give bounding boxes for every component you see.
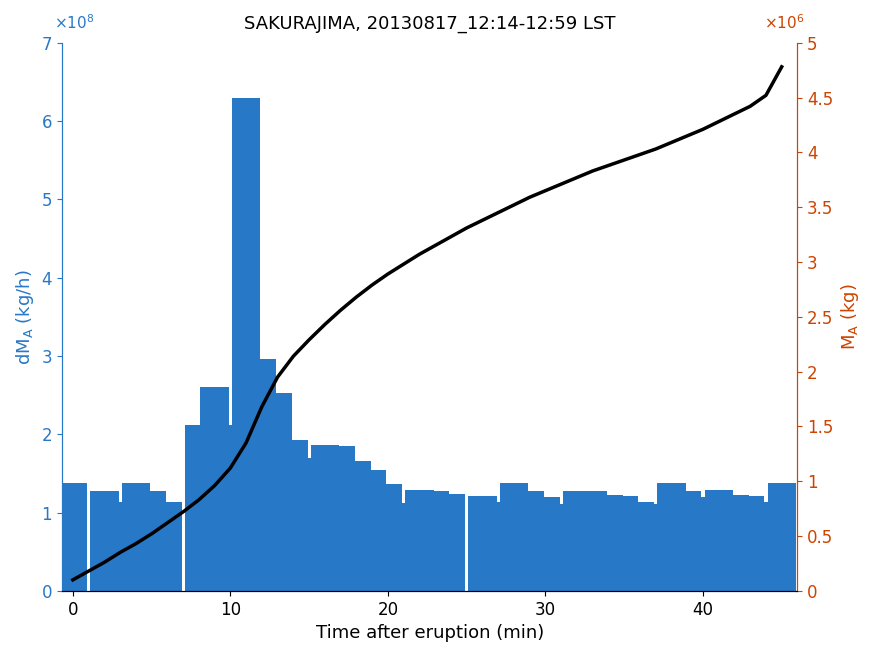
Bar <box>704 490 733 591</box>
Bar <box>736 496 765 591</box>
Bar <box>594 495 623 591</box>
Bar <box>374 483 402 591</box>
Bar <box>248 359 276 591</box>
Bar <box>216 425 244 591</box>
Bar <box>641 504 670 591</box>
Bar <box>295 458 323 591</box>
Title: SAKURAJIMA, 20130817_12:14-12:59 LST: SAKURAJIMA, 20130817_12:14-12:59 LST <box>244 15 615 33</box>
Bar <box>767 483 796 591</box>
Bar <box>515 491 544 591</box>
Bar <box>311 445 339 591</box>
Bar <box>421 491 450 591</box>
Bar <box>90 491 118 591</box>
Bar <box>279 440 307 591</box>
Bar <box>578 491 607 591</box>
X-axis label: Time after eruption (min): Time after eruption (min) <box>316 624 543 642</box>
Bar <box>389 503 417 591</box>
Bar <box>547 504 576 591</box>
Bar <box>720 495 749 591</box>
Y-axis label: $\mathregular{M_A}$ (kg): $\mathregular{M_A}$ (kg) <box>839 283 861 350</box>
Bar <box>263 393 291 591</box>
Bar <box>626 502 654 591</box>
Bar <box>500 483 528 591</box>
Bar <box>122 483 150 591</box>
Bar <box>689 497 717 591</box>
Bar <box>531 497 560 591</box>
Bar <box>106 502 134 591</box>
Bar <box>673 491 702 591</box>
Bar <box>468 496 497 591</box>
Text: $\times$10$^8$: $\times$10$^8$ <box>54 13 94 31</box>
Text: $\times$10$^6$: $\times$10$^6$ <box>765 13 805 31</box>
Bar <box>200 387 228 591</box>
Bar <box>185 425 213 591</box>
Y-axis label: $\mathregular{dM_A}$ (kg/h): $\mathregular{dM_A}$ (kg/h) <box>14 269 36 365</box>
Bar <box>405 490 434 591</box>
Bar <box>610 496 639 591</box>
Bar <box>326 446 354 591</box>
Bar <box>153 502 181 591</box>
Bar <box>232 98 260 591</box>
Bar <box>657 483 686 591</box>
Bar <box>563 491 592 591</box>
Bar <box>437 494 466 591</box>
Bar <box>752 502 780 591</box>
Bar <box>59 483 87 591</box>
Bar <box>342 461 370 591</box>
Bar <box>137 491 165 591</box>
Bar <box>484 502 513 591</box>
Bar <box>358 470 386 591</box>
